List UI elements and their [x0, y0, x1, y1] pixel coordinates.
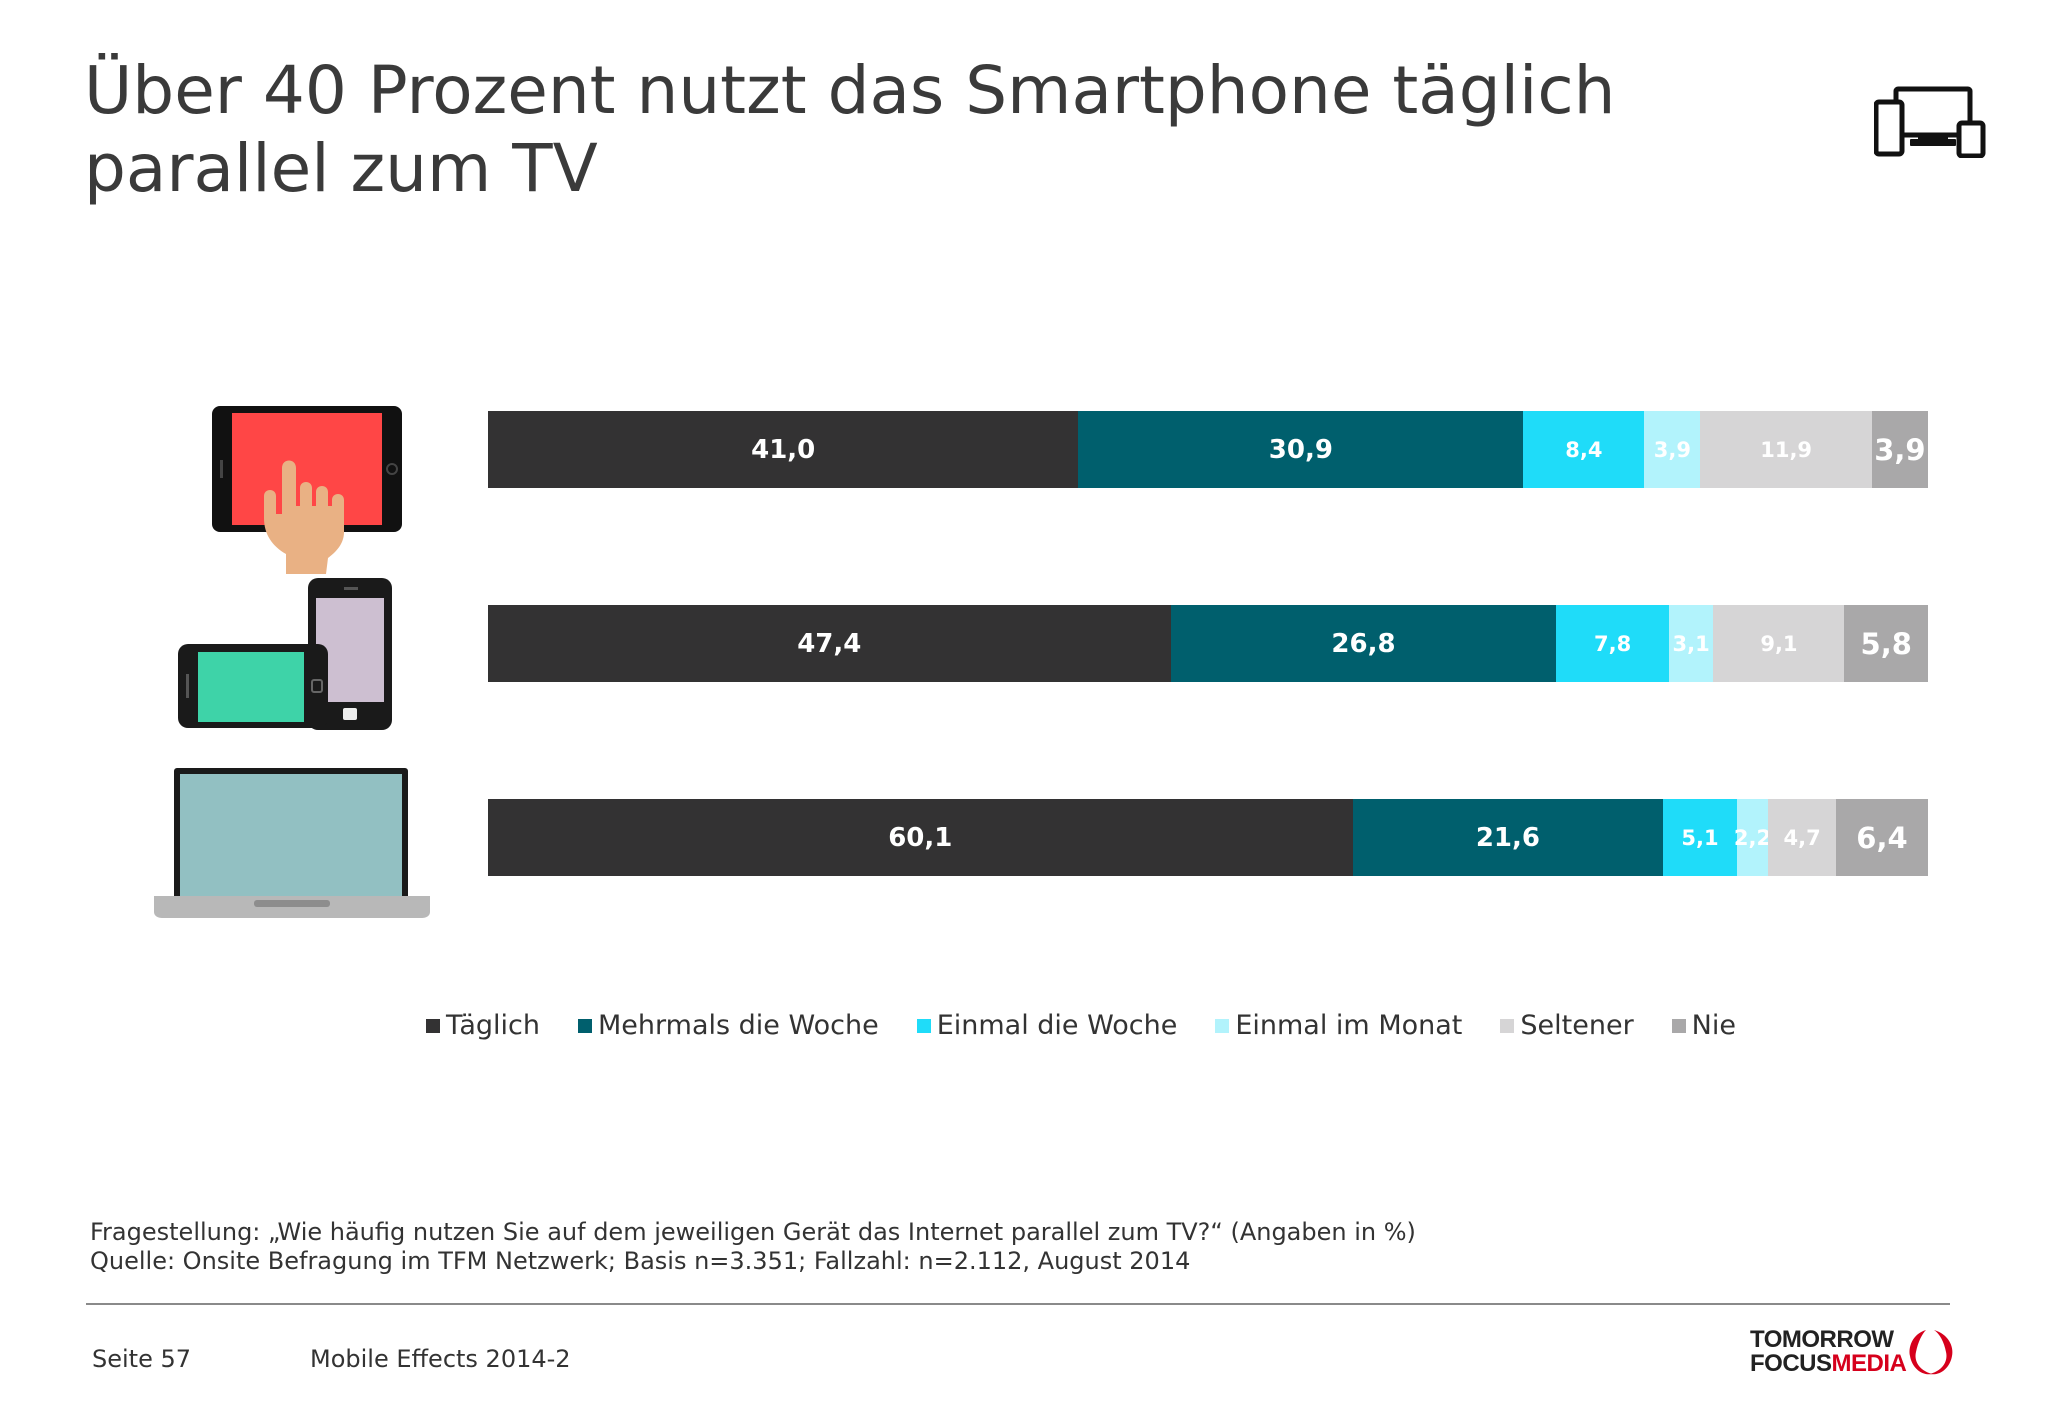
- bar-row-tablet: 41,0 30,9 8,4 3,9 11,9 3,9: [488, 411, 1928, 488]
- data-label: 2,2: [1733, 825, 1772, 850]
- bar-segment-einmal-im-monat-tablet: 3,9: [1644, 411, 1701, 488]
- legend-label: Einmal die Woche: [936, 1010, 1178, 1041]
- data-label: 26,8: [1331, 628, 1396, 659]
- legend-item-einmal-im-monat: Einmal im Monat: [1215, 1010, 1462, 1041]
- legend-swatch: [578, 1018, 592, 1033]
- legend-item-nie: Nie: [1671, 1010, 1736, 1041]
- legend-label: Nie: [1691, 1010, 1736, 1041]
- legend-label: Täglich: [446, 1010, 540, 1041]
- data-label: 3,1: [1672, 631, 1710, 656]
- bar-segment-einmal-die-woche-laptop: 5,1: [1663, 799, 1737, 876]
- legend-item-mehrmals-die-woche: Mehrmals die Woche: [578, 1010, 879, 1041]
- footnote-question: Fragestellung: „Wie häufig nutzen Sie au…: [90, 1218, 1416, 1246]
- bar-segment-taeglich-laptop: 60,1: [488, 799, 1353, 876]
- title-line-1: Über 40 Prozent nutzt das Smartphone täg…: [84, 52, 1616, 129]
- data-label: 4,7: [1783, 825, 1821, 850]
- brand-mark-icon: [1909, 1330, 1953, 1375]
- data-label: 6,4: [1856, 820, 1908, 855]
- legend-label: Seltener: [1520, 1010, 1634, 1041]
- legend-item-einmal-die-woche: Einmal die Woche: [916, 1010, 1178, 1041]
- bar-row-laptop: 60,1 21,6 5,1 2,2 4,7 6,4: [488, 799, 1928, 876]
- laptop-icon: [154, 768, 430, 918]
- data-label: 21,6: [1475, 822, 1540, 853]
- bar-segment-seltener-laptop: 4,7: [1768, 799, 1836, 876]
- legend-label: Mehrmals die Woche: [598, 1010, 879, 1041]
- footer-divider: [86, 1303, 1950, 1305]
- bar-segment-mehrmals-die-woche-smartphone: 26,8: [1170, 605, 1557, 682]
- data-label: 30,9: [1268, 434, 1333, 465]
- bar-row-smartphone: 47,4 26,8 7,8 3,1 9,1 5,8: [488, 605, 1928, 682]
- data-label: 7,8: [1594, 631, 1632, 656]
- data-label: 5,1: [1681, 825, 1719, 850]
- bar-segment-nie-laptop: 6,4: [1835, 799, 1928, 876]
- bar-segment-seltener-smartphone: 9,1: [1713, 605, 1845, 682]
- legend-label: Einmal im Monat: [1235, 1010, 1463, 1041]
- bar-segment-nie-smartphone: 5,8: [1844, 605, 1928, 682]
- data-label: 8,4: [1565, 437, 1603, 462]
- tomorrow-focus-media-logo: TOMORROW FOCUSMEDIA: [1750, 1326, 1960, 1380]
- legend-swatch: [916, 1018, 931, 1033]
- legend-item-taeglich: Täglich: [426, 1010, 540, 1041]
- footnote: Fragestellung: „Wie häufig nutzen Sie au…: [90, 1218, 1416, 1276]
- data-label: 3,9: [1874, 432, 1926, 467]
- data-label: 11,9: [1760, 437, 1813, 462]
- title-line-2: parallel zum TV: [84, 130, 598, 207]
- bar-segment-einmal-die-woche-tablet: 8,4: [1523, 411, 1645, 488]
- page-number: Seite 57: [92, 1345, 192, 1373]
- bar-segment-taeglich-tablet: 41,0: [488, 411, 1079, 488]
- multi-device-icon: [1874, 86, 1986, 158]
- data-label: 47,4: [797, 628, 862, 659]
- bar-segment-mehrmals-die-woche-tablet: 30,9: [1078, 411, 1524, 488]
- smartphone-pair-icon: [178, 578, 392, 730]
- bar-segment-taeglich-smartphone: 47,4: [488, 605, 1171, 682]
- legend-swatch: [1671, 1018, 1686, 1033]
- bar-segment-seltener-tablet: 11,9: [1700, 411, 1872, 488]
- tablet-touch-icon: [212, 406, 402, 574]
- bar-segment-einmal-im-monat-smartphone: 3,1: [1668, 605, 1714, 682]
- bar-segment-einmal-im-monat-laptop: 2,2: [1733, 799, 1772, 876]
- data-label: 5,8: [1860, 626, 1912, 661]
- page-title: Über 40 Prozent nutzt das Smartphone täg…: [84, 52, 1684, 208]
- legend-swatch: [1500, 1018, 1515, 1033]
- data-label: 60,1: [888, 822, 953, 853]
- bar-segment-nie-tablet: 3,9: [1871, 411, 1928, 488]
- bar-segment-einmal-die-woche-smartphone: 7,8: [1556, 605, 1669, 682]
- bar-segment-mehrmals-die-woche-laptop: 21,6: [1352, 799, 1664, 876]
- legend-swatch: [1215, 1018, 1230, 1033]
- legend-swatch: [426, 1018, 440, 1033]
- report-name: Mobile Effects 2014-2: [310, 1345, 571, 1373]
- data-label: 41,0: [751, 434, 816, 465]
- legend-item-seltener: Seltener: [1500, 1010, 1634, 1041]
- data-label: 9,1: [1760, 631, 1798, 656]
- chart-legend: Täglich Mehrmals die Woche Einmal die Woch…: [426, 1010, 1774, 1041]
- data-label: 3,9: [1653, 437, 1691, 462]
- footnote-source: Quelle: Onsite Befragung im TFM Netzwerk…: [90, 1247, 1191, 1275]
